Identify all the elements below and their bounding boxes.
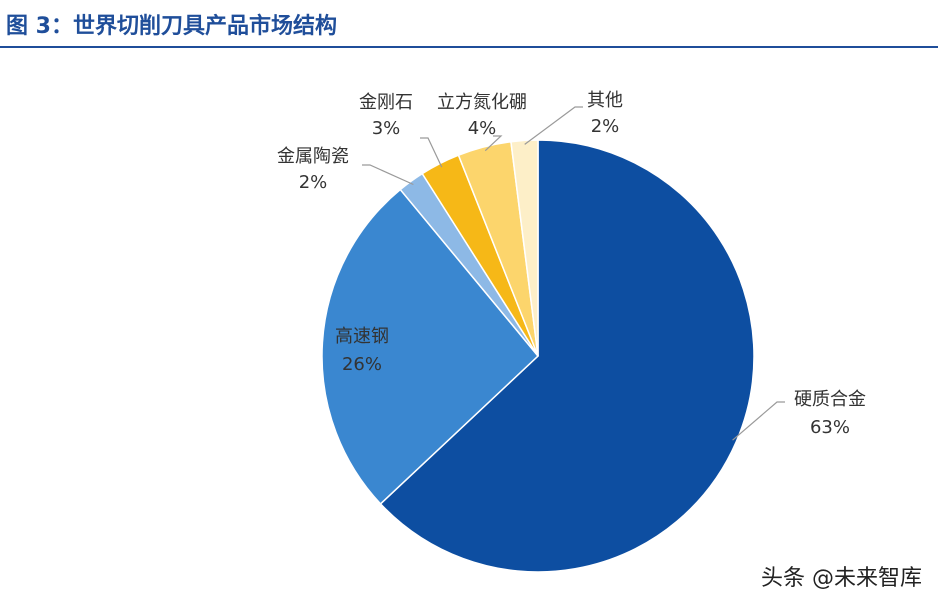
slice-value-label: 26% xyxy=(342,354,382,375)
leader-line-6 xyxy=(524,106,583,145)
slice-name-label: 高速钢 xyxy=(335,326,389,347)
slice-name-label: 立方氮化硼 xyxy=(437,92,527,113)
slice-name-label: 金刚石 xyxy=(359,92,413,113)
leader-lines xyxy=(362,106,785,441)
title-divider xyxy=(0,46,938,48)
chart-title: 图 3：世界切削刀具产品市场结构 xyxy=(6,14,337,39)
slice-name-label: 金属陶瓷 xyxy=(277,146,349,167)
watermark: 头条 @未来智库 xyxy=(761,566,922,591)
slice-value-label: 2% xyxy=(591,116,620,137)
slice-name-label: 硬质合金 xyxy=(794,389,866,410)
slice-name-label: 其他 xyxy=(587,90,623,111)
leader-line-5 xyxy=(484,135,503,152)
slice-value-label: 4% xyxy=(468,118,497,139)
pie-slices xyxy=(321,139,755,573)
pie-slice-2 xyxy=(321,188,540,505)
slice-value-label: 63% xyxy=(810,417,850,438)
leader-line-3 xyxy=(362,164,414,186)
leader-line-4 xyxy=(420,137,443,168)
pie-slice-6 xyxy=(510,139,539,357)
slice-value-label: 3% xyxy=(372,118,401,139)
pie-slice-1 xyxy=(379,139,755,573)
slice-value-label: 2% xyxy=(299,172,328,193)
leader-line-1 xyxy=(732,401,785,441)
slice-labels: 硬质合金 63% 高速钢 26% 金属陶瓷 2% 金刚石 3% 立方氮化硼 4% 其他 2% xyxy=(277,90,866,438)
